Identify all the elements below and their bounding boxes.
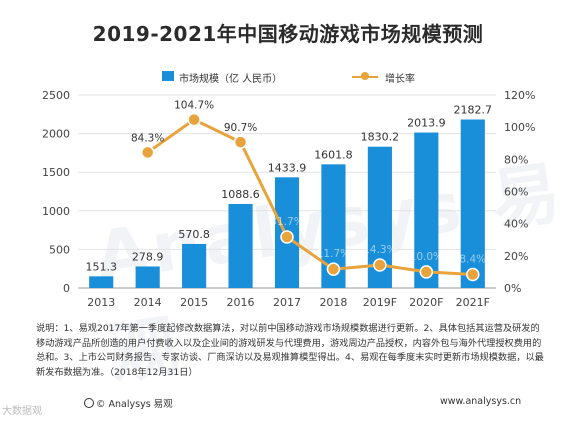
bar-value-label: 151.3 [85,260,117,273]
chart-title: 2019-2021年中国移动游戏市场规模预测 [92,22,484,46]
y-right-tick-label: 100% [504,121,535,134]
x-tick-label: 2017 [273,296,301,309]
bar [182,243,207,288]
x-tick-label: 2018 [319,296,347,309]
y-right-tick-label: 0% [504,282,521,295]
bar-value-label: 1433.9 [268,161,307,174]
footer-brand-text: © Analysys 易观 [96,399,173,410]
growth-rate-marker [326,262,341,276]
growth-rate-line [146,117,473,276]
x-tick-label: 2013 [87,296,115,309]
y-right-tick-label: 120% [504,89,535,102]
legend-bar-label: 市场规模（亿 人民币） [179,74,283,85]
y-left-tick-label: 500 [49,243,70,256]
footer-url[interactable]: www.analysys.cn [440,396,522,407]
growth-rate-marker [140,145,155,160]
growth-rate-marker [280,230,294,244]
growth-rate-label: 84.3% [131,132,164,144]
growth-rate-marker [373,258,387,272]
chart-notes: 说明：1、易观2017年第一季度起修改数据算法，对以前中国移动游戏市场规模数据进… [36,323,544,378]
y-left-tick-label: 0 [63,282,70,295]
bar [135,266,160,288]
x-tick-label: 2021F [456,296,490,309]
x-tick-label: 2020F [409,296,443,309]
growth-rate-label: 31.7% [270,216,303,228]
x-tick-label: 2014 [134,296,162,309]
y-right-tick-label: 40% [504,218,528,231]
bar [228,203,253,288]
legend-bar-swatch [162,71,174,81]
growth-rate-marker [233,135,248,149]
growth-rate-marker [419,265,434,279]
legend-line-label: 增长率 [385,74,415,85]
y-right-tick-label: 20% [504,250,528,263]
bar [460,119,485,288]
x-tick-label: 2019F [363,296,397,309]
growth-rate-label: 10.0% [410,251,443,263]
bar [414,132,439,288]
bar-value-label: 1830.2 [361,131,400,144]
bar-value-label: 1088.6 [221,188,260,201]
bar [89,276,114,288]
y-right-tick-label: 80% [504,153,528,166]
growth-rate-label: 14.3% [363,244,396,256]
growth-rate-label: 8.4% [459,253,486,265]
footer-brand: © Analysys 易观 [84,396,173,410]
bar-value-label: 2182.7 [454,103,493,116]
y-left-tick-label: 2000 [42,128,70,141]
bar-value-label: 2013.9 [407,117,446,130]
x-tick-label: 2015 [180,296,208,309]
corner-watermark: 大数据观 [2,406,42,417]
y-left-tick-label: 1000 [42,205,70,218]
growth-rate-marker [466,267,480,282]
growth-rate-label: 104.7% [174,100,214,112]
bar-value-label: 570.8 [178,228,210,241]
combo-chart: 0 500 1000 1500 2000 2500 0% 20% 40% 60% 80% 100% 12… [42,89,535,309]
x-tick-label: 2016 [227,296,255,309]
y-left-tick-label: 1500 [42,166,70,179]
analysys-logo-icon [84,398,94,408]
y-left-tick-label: 2500 [42,89,70,102]
legend-line-marker [361,72,369,80]
bar-value-label: 1601.8 [314,148,353,161]
growth-rate-marker [187,112,201,127]
growth-rate-label: 11.7% [317,248,350,260]
growth-rate-label: 90.7% [224,122,257,134]
chart-legend: 市场规模（亿 人民币） 增长率 [0,70,576,85]
bar-value-label: 278.9 [132,250,164,263]
y-right-tick-label: 60% [504,186,528,199]
